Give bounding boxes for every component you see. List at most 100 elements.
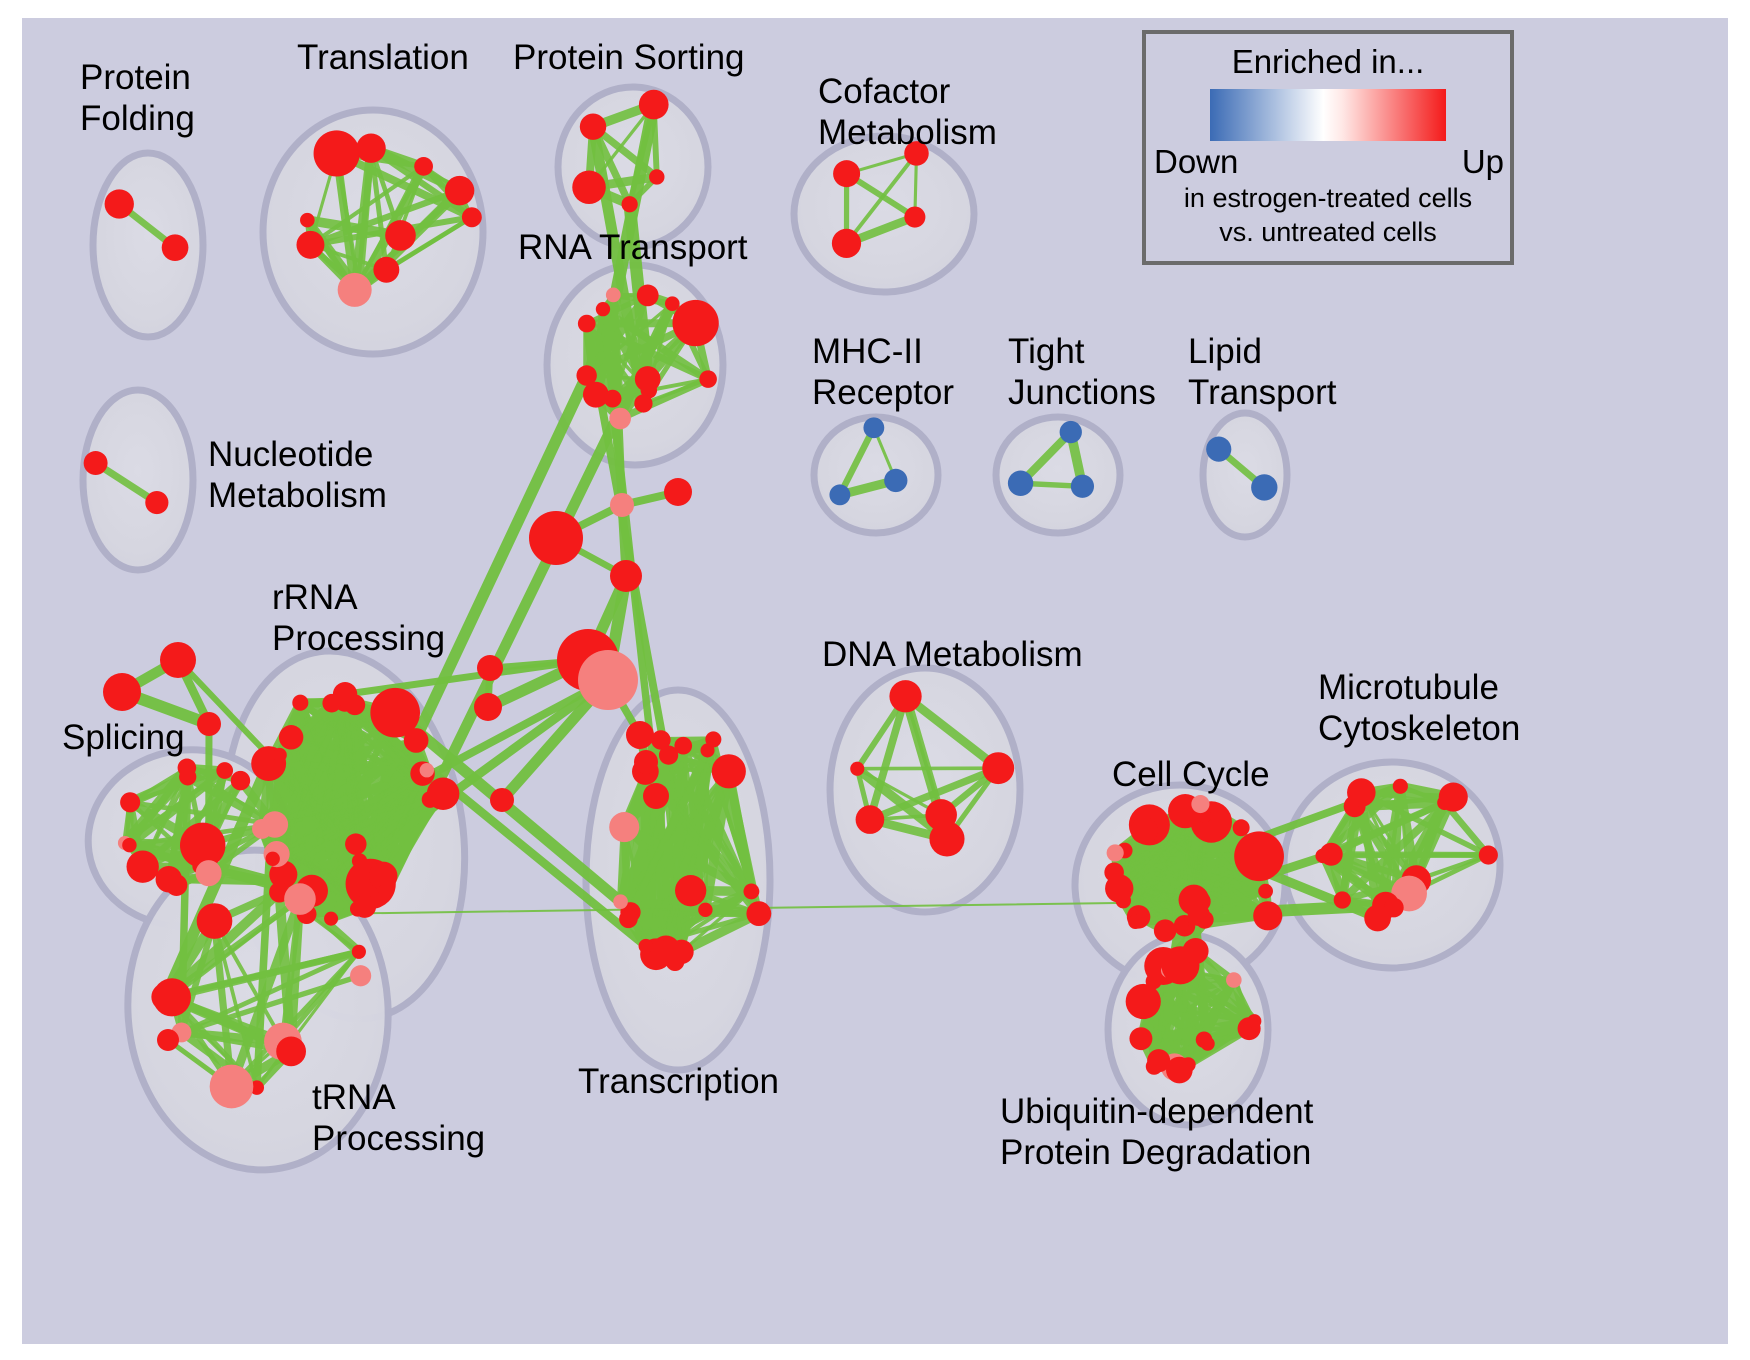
network-edge — [92, 459, 161, 507]
network-node — [356, 133, 386, 163]
network-node — [350, 965, 372, 987]
network-node — [664, 296, 680, 311]
network-node — [1392, 778, 1408, 794]
cluster-label-ubiquitin-protein-degradation: Ubiquitin-dependent Protein Degradation — [1000, 1092, 1314, 1172]
network-node — [1200, 1036, 1215, 1051]
network-edge — [308, 164, 426, 247]
network-node — [609, 407, 631, 430]
network-node — [746, 901, 772, 927]
network-edge — [844, 151, 919, 246]
cluster-ellipse-cofactor-metabolism — [790, 132, 978, 296]
network-node — [572, 170, 606, 205]
network-node — [638, 89, 669, 120]
network-node — [613, 894, 628, 909]
network-edge — [1320, 852, 1491, 859]
network-edge — [229, 949, 362, 1089]
network-node — [474, 693, 502, 721]
network-node — [122, 837, 137, 853]
network-node — [145, 491, 169, 515]
network-node — [1129, 1027, 1153, 1051]
network-edge — [615, 896, 764, 919]
network-node — [605, 287, 621, 303]
network-node — [272, 747, 287, 763]
network-node — [419, 763, 435, 778]
network-node — [195, 860, 222, 887]
network-node — [378, 883, 394, 899]
network-node — [636, 284, 659, 307]
network-node — [1478, 845, 1498, 865]
network-node — [634, 394, 653, 413]
network-node — [426, 777, 460, 811]
network-edge — [128, 766, 189, 805]
network-node — [643, 783, 669, 809]
cluster-label-cofactor-metabolism: Cofactor Metabolism — [818, 72, 997, 152]
network-node — [1195, 910, 1214, 929]
network-node — [177, 758, 197, 778]
legend-endpoints: Down Up — [1146, 141, 1510, 181]
network-node — [699, 370, 717, 388]
network-node — [161, 234, 189, 262]
network-node — [373, 256, 400, 283]
network-node — [1153, 919, 1177, 942]
network-node — [1059, 420, 1082, 444]
network-node — [1128, 914, 1143, 929]
network-node — [831, 228, 862, 258]
legend-high-label: Up — [1461, 143, 1504, 180]
network-node — [619, 909, 638, 929]
network-node — [698, 902, 713, 918]
cluster-label-dna-metabolism: DNA Metabolism — [822, 635, 1083, 674]
network-node — [674, 736, 693, 755]
network-node — [344, 694, 366, 716]
network-node — [579, 113, 607, 140]
network-node — [1438, 782, 1468, 812]
network-node — [461, 207, 482, 228]
cluster-label-rrna-processing: rRNA Processing — [272, 578, 446, 658]
network-edge — [855, 766, 1001, 771]
network-edge — [325, 369, 593, 925]
network-node — [595, 301, 611, 317]
network-node — [1251, 474, 1278, 501]
network-edge — [676, 908, 764, 957]
cluster-label-lipid-transport: Lipid Transport — [1188, 332, 1337, 412]
network-node — [351, 944, 366, 959]
network-node — [1347, 778, 1376, 807]
network-edge — [332, 149, 476, 222]
network-node — [196, 903, 233, 939]
network-edge — [355, 675, 613, 866]
network-node — [651, 730, 671, 750]
network-node — [1104, 862, 1124, 883]
network-node — [829, 484, 851, 506]
network-node — [1174, 916, 1189, 932]
network-edge — [185, 766, 277, 827]
network-node — [104, 189, 134, 219]
cluster-label-trna-processing: tRNA Processing — [312, 1078, 486, 1158]
network-node — [369, 861, 398, 891]
network-node — [1166, 1056, 1193, 1084]
network-edge — [616, 375, 712, 423]
network-edge — [866, 764, 1002, 824]
network-node — [664, 478, 692, 506]
network-edge — [901, 691, 1003, 773]
network-node — [582, 381, 609, 408]
network-node — [904, 141, 929, 166]
network-node — [1253, 901, 1283, 931]
legend-caption-line2: vs. untreated cells — [1219, 216, 1437, 247]
network-node — [83, 451, 108, 476]
network-node — [120, 792, 141, 813]
network-edge — [252, 820, 275, 1092]
network-node — [284, 883, 316, 915]
network-node — [276, 1036, 306, 1067]
network-node — [1232, 819, 1250, 837]
network-edge — [1338, 792, 1458, 905]
network-node — [160, 642, 196, 678]
network-node — [1125, 983, 1161, 1020]
network-node — [1226, 972, 1242, 988]
network-node — [1130, 816, 1158, 844]
legend-gradient-bar — [1210, 89, 1446, 141]
cluster-label-tight-junctions: Tight Junctions — [1008, 332, 1156, 412]
network-node — [269, 860, 298, 889]
network-edge — [836, 424, 878, 499]
network-node — [529, 511, 583, 565]
cluster-ellipse-mhc-ii-receptor — [810, 413, 942, 537]
